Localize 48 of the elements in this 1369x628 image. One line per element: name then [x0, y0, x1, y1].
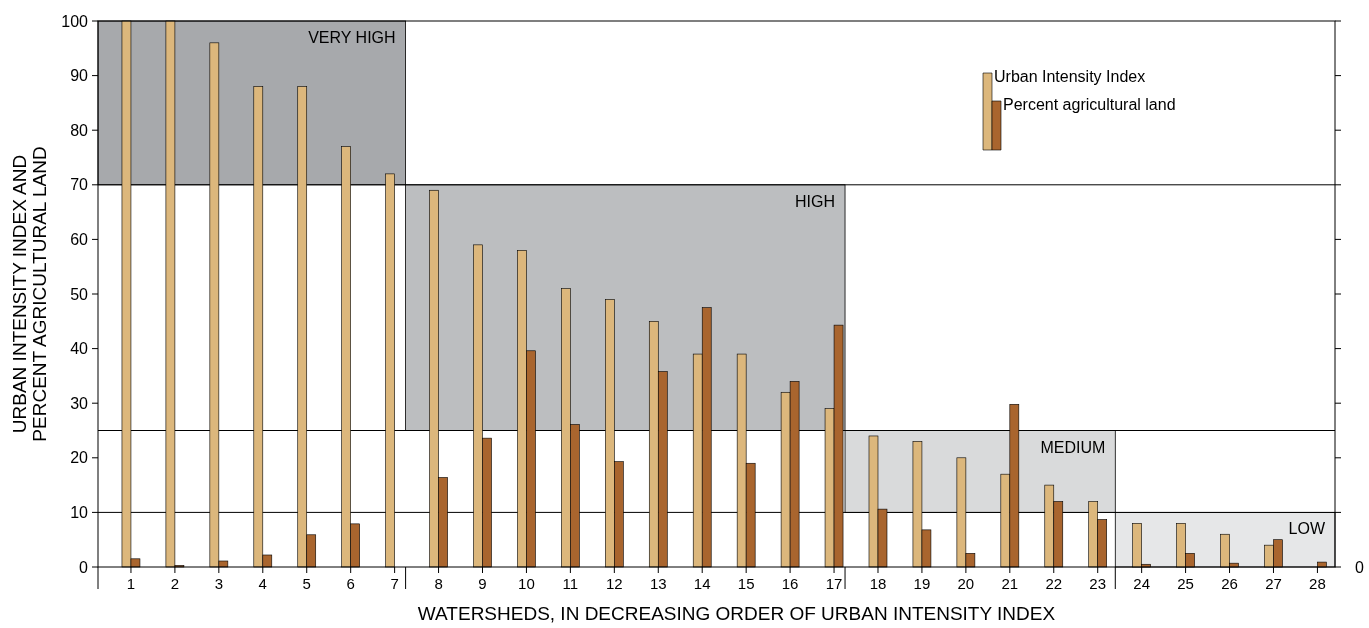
y-tick-label: 20: [70, 449, 89, 467]
x-tick-label: 10: [518, 575, 535, 592]
y-tick-label: 50: [70, 285, 89, 303]
x-tick-label: 26: [1221, 575, 1238, 592]
x-tick-label: 25: [1177, 575, 1194, 592]
x-tick-label: 16: [781, 575, 799, 592]
y-tick-label: 90: [70, 67, 89, 85]
x-tick-label: 7: [390, 575, 399, 592]
x-tick-label: 9: [478, 575, 487, 592]
legend-label: Urban Intensity Index: [994, 68, 1146, 86]
x-tick-label: 5: [302, 575, 311, 592]
y-tick-label: 70: [70, 176, 89, 194]
x-tick-label: 12: [605, 575, 623, 592]
x-tick-label: 23: [1089, 575, 1107, 592]
band-label: MEDIUM: [1040, 438, 1106, 456]
x-tick-label: 2: [170, 575, 180, 592]
x-tick-label: 18: [869, 575, 887, 592]
x-tick-label: 13: [649, 575, 667, 592]
y-tick-label: 10: [70, 504, 89, 521]
x-tick-label: 1: [126, 575, 136, 592]
x-tick-label: 22: [1045, 575, 1063, 592]
y-tick-label: 0: [79, 558, 89, 576]
y-tick-label: 30: [70, 394, 89, 412]
x-tick-label: 21: [1001, 575, 1019, 592]
x-tick-label: 8: [434, 575, 443, 592]
x-axis-title: WATERSHEDS, IN DECREASING ORDER OF URBAN INTENSITY INDEX: [417, 603, 1056, 624]
text: 0: [1355, 558, 1364, 576]
x-tick-label: 4: [258, 575, 267, 592]
x-tick-label: 24: [1133, 575, 1150, 592]
y-tick-label: 100: [61, 12, 89, 30]
x-tick-label: 11: [562, 575, 579, 592]
x-tick-label: 19: [913, 575, 931, 592]
x-tick-label: 20: [957, 575, 975, 592]
y-axis-title: URBAN INTENSITY INDEX AND PERCENT AGRICULTURAL LAND: [9, 146, 50, 442]
band-label: LOW: [1288, 520, 1326, 538]
x-tick-label: 27: [1265, 575, 1282, 592]
band-label: HIGH: [795, 192, 836, 210]
legend-label: Percent agricultural land: [1003, 96, 1176, 114]
x-tick-label: 28: [1309, 575, 1326, 592]
x-tick-label: 17: [825, 575, 843, 592]
band-label: VERY HIGH: [308, 29, 396, 46]
x-tick-label: 15: [737, 575, 755, 592]
x-tick-label: 6: [346, 575, 355, 592]
x-tick-label: 14: [693, 575, 711, 592]
y-tick-label: 60: [70, 231, 89, 248]
y-tick-label: 40: [70, 340, 89, 358]
x-tick-label: 3: [214, 575, 224, 592]
y-tick-label: 80: [70, 121, 89, 139]
